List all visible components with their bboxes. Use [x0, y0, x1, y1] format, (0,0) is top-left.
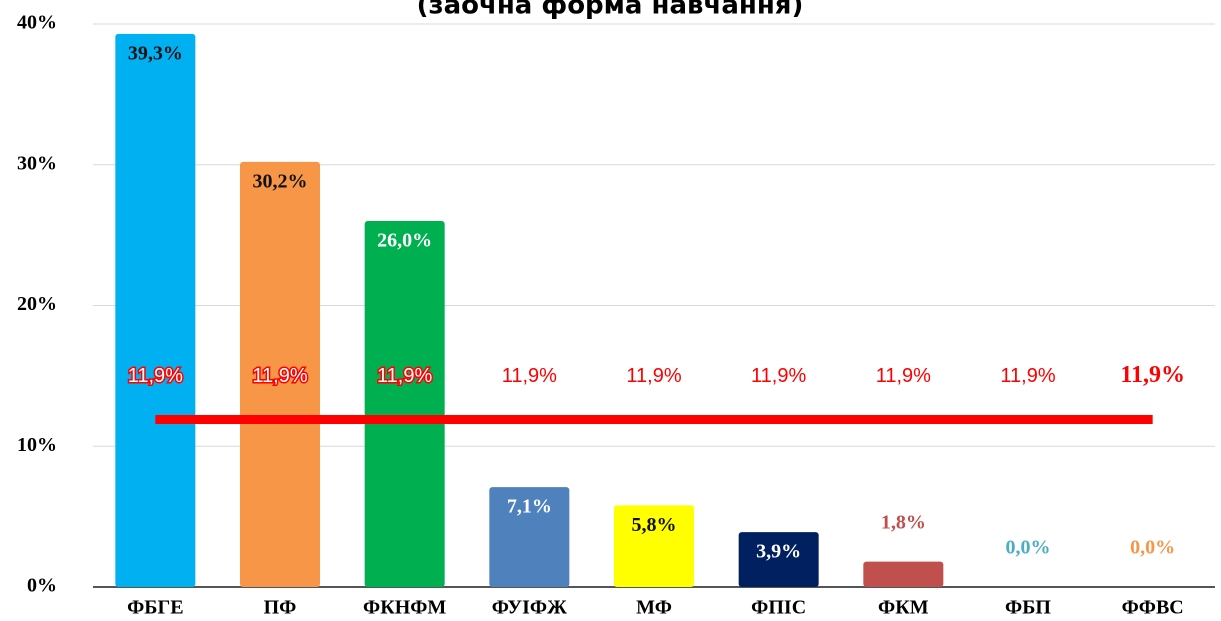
x-tick-label: ФУІФЖ — [492, 597, 567, 619]
y-tick-label: 40% — [17, 12, 57, 34]
bar-value-label: 5,8% — [632, 514, 677, 536]
x-tick-label: МФ — [636, 597, 672, 619]
line-value-label: 11,9% — [377, 365, 432, 387]
x-tick-label: ФКНФМ — [363, 597, 446, 619]
line-value-label: 11,9% — [128, 365, 183, 387]
bar — [614, 505, 694, 587]
line-value-label: 11,9% — [876, 365, 931, 387]
chart-title: (заочна форма навчання) — [417, 0, 804, 21]
bar — [489, 487, 570, 587]
bar-value-label: 30,2% — [253, 171, 308, 193]
bar-value-label: 0,0% — [1130, 537, 1175, 559]
x-tick-label: ФФВС — [1122, 597, 1184, 619]
bar-value-label: 7,1% — [507, 496, 552, 518]
x-tick-label: ФПІС — [751, 597, 806, 619]
bar-value-label: 39,3% — [128, 42, 183, 64]
x-tick-label: ФКМ — [878, 597, 929, 619]
bar-value-label: 3,9% — [756, 541, 801, 563]
line-value-label: 11,9% — [1000, 365, 1055, 387]
y-tick-label: 30% — [17, 152, 57, 174]
bar — [115, 33, 196, 588]
bar-value-label: 1,8% — [881, 511, 926, 533]
y-tick-label: 0% — [27, 575, 57, 597]
bar — [738, 532, 819, 587]
bar — [364, 221, 445, 588]
x-tick-label: ПФ — [264, 597, 297, 619]
y-tick-label: 20% — [17, 293, 57, 315]
line-value-label: 11,9% — [626, 365, 681, 387]
bar-value-label: 26,0% — [377, 230, 432, 252]
bar — [240, 161, 320, 587]
x-tick-label: ФБП — [1005, 597, 1051, 619]
x-tick-label: ФБГЕ — [127, 597, 183, 619]
line-value-label: 11,9% — [751, 365, 806, 387]
bar-value-label: 0,0% — [1006, 537, 1051, 559]
bar — [863, 561, 944, 587]
y-tick-label: 10% — [17, 434, 57, 456]
line-value-label: 11,9% — [502, 365, 557, 387]
line-value-label: 11,9% — [252, 365, 307, 387]
line-value-label: 11,9% — [1120, 362, 1185, 388]
